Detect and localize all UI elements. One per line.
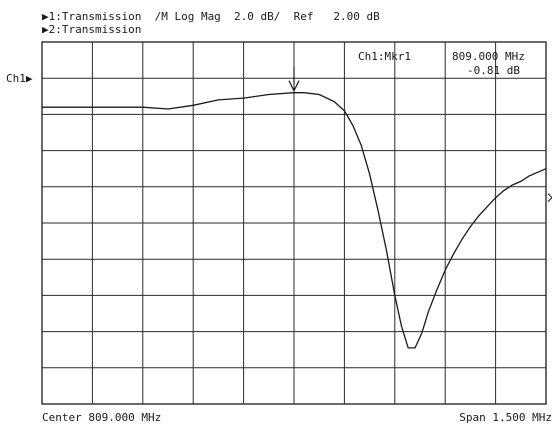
grid	[41, 41, 547, 405]
channel-label: Ch1▶	[6, 72, 33, 85]
center-frequency-label: Center 809.000 MHz	[42, 411, 162, 424]
span-label: Span 1.500 MHz	[459, 411, 552, 424]
marker-value: -0.81 dB	[467, 64, 520, 77]
marker-arrow	[288, 80, 300, 93]
trace1-header: ▶1:Transmission /M Log Mag 2.0 dB/ Ref 2…	[42, 10, 380, 23]
reference-arrow	[547, 193, 552, 203]
marker-frequency: 809.000 MHz	[452, 50, 525, 63]
marker-label: Ch1:Mkr1	[358, 50, 411, 63]
transmission-trace	[42, 92, 547, 349]
trace2-header: ▶2:Transmission	[42, 23, 142, 36]
marker-1	[288, 66, 300, 93]
reference-position-marker	[547, 193, 552, 203]
